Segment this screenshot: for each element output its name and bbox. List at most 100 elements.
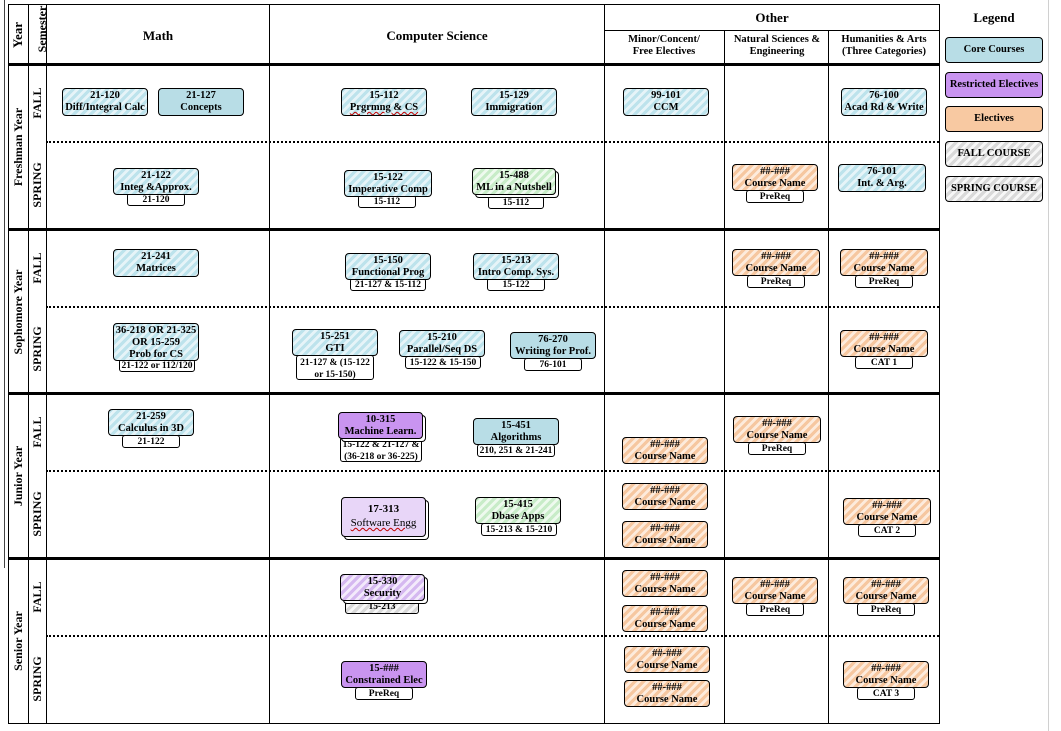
course-21-259[interactable]: 21-122 21-259 Calculus in 3D	[108, 409, 194, 449]
course-box: ##-### Course Name	[622, 521, 708, 548]
course-name: Functional Prog	[351, 267, 425, 278]
cs-header: Computer Science	[386, 28, 488, 43]
course-10-315[interactable]: 15-122 & 21-127 & (36-218 or 36-225) 10-…	[338, 412, 426, 464]
course-21-127[interactable]: 21-127 Concepts	[158, 88, 244, 116]
course-junior-spring-minor-1[interactable]: ##-### Course Name	[622, 483, 708, 510]
left-margin-marker	[0, 0, 5, 568]
course-code: 15-415	[503, 499, 533, 510]
course-99-101[interactable]: 99-101 CCM	[623, 88, 709, 116]
course-76-100[interactable]: 76-100 Acad Rd & Write	[841, 88, 927, 116]
prereq-label: PreReq	[746, 603, 804, 616]
course-15-122[interactable]: 15-112 15-122 Imperative Comp	[344, 170, 432, 210]
col-line-math	[269, 4, 270, 724]
course-17-313[interactable]: 17-313 Software Engg	[341, 497, 429, 539]
course-21-120[interactable]: 21-120 Diff/Integral Calc	[62, 88, 148, 116]
course-code: ##-###	[650, 572, 680, 583]
course-name: CCM	[653, 102, 679, 113]
course-15-415[interactable]: 15-213 & 15-210 15-415 Dbase Apps	[475, 497, 561, 537]
course-junior-fall-minor[interactable]: ##-### Course Name	[622, 437, 708, 464]
senior-fall-label: FALL	[30, 581, 44, 613]
course-76-101[interactable]: 76-101 Int. & Arg.	[838, 164, 926, 192]
other-header: Other	[755, 10, 789, 25]
course-box: 76-270 Writing for Prof.	[510, 332, 596, 359]
course-senior-spring-minor-1[interactable]: ##-### Course Name	[624, 646, 710, 673]
course-name: Course Name	[855, 591, 917, 602]
course-sophomore-fall-hum[interactable]: PreReq ##-### Course Name	[840, 249, 928, 289]
prereq-label: PreReq	[355, 687, 413, 700]
course-code: ##-###	[869, 251, 899, 262]
course-15-451[interactable]: 210, 251 & 21-241 15-451 Algorithms	[473, 418, 559, 458]
course-senior-fall-hum[interactable]: PreReq ##-### Course Name	[843, 577, 929, 617]
course-senior-spring-hum[interactable]: CAT 3 ##-### Course Name	[843, 661, 929, 701]
course-name: Course Name	[634, 584, 696, 595]
course-15-xxx[interactable]: PreReq 15-### Constrained Elec	[341, 661, 427, 701]
course-senior-fall-minor-2[interactable]: ##-### Course Name	[622, 605, 708, 632]
junior-fall-label: FALL	[30, 416, 44, 448]
col-line-year	[28, 4, 29, 724]
prereq-label: CAT 2	[858, 524, 916, 537]
course-freshman-spring-natsci[interactable]: PreReq ##-### Course Name	[732, 164, 818, 204]
course-code: ##-###	[650, 439, 680, 450]
course-76-270[interactable]: 76-101 76-270 Writing for Prof.	[510, 332, 596, 372]
course-box: 21-120 Diff/Integral Calc	[62, 88, 148, 116]
course-box: ##-### Course Name	[732, 249, 820, 276]
course-name: Security	[363, 588, 402, 599]
year-divider-2	[8, 392, 940, 395]
course-code: 17-313	[367, 503, 400, 515]
course-code-alt: OR 15-259	[131, 337, 181, 348]
course-15-213[interactable]: 15-122 15-213 Intro Comp. Sys.	[473, 253, 559, 293]
prereq-line-1: 21-127 & (15-122	[300, 358, 370, 368]
junior-year-label: Junior Year	[11, 445, 25, 507]
course-sophomore-fall-natsci[interactable]: PreReq ##-### Course Name	[732, 249, 820, 289]
course-15-210[interactable]: 15-122 & 15-150 15-210 Parallel/Seq DS	[399, 330, 485, 370]
course-15-112[interactable]: 15-112 Prgrmng & CS	[341, 88, 427, 116]
course-code: ##-###	[871, 579, 901, 590]
course-box: ##-### Course Name	[732, 577, 818, 604]
course-15-150[interactable]: 21-127 & 15-112 15-150 Functional Prog	[345, 253, 431, 293]
course-code: 76-100	[869, 90, 899, 101]
course-name: Intro Comp. Sys.	[477, 267, 555, 278]
course-junior-spring-minor-2[interactable]: ##-### Course Name	[622, 521, 708, 548]
course-code: 36-218 OR 21-325	[115, 325, 197, 336]
course-box: 17-313 Software Engg	[341, 497, 426, 537]
course-box: 21-122 Integ &Approx.	[113, 168, 199, 195]
course-box: 76-100 Acad Rd & Write	[841, 88, 927, 116]
prereq-label: 15-213	[345, 600, 419, 614]
course-code: 21-241	[141, 251, 171, 262]
course-box: 15-488 ML in a Nutshell	[472, 168, 556, 195]
course-box: ##-### Course Name	[843, 661, 929, 688]
course-senior-fall-natsci[interactable]: PreReq ##-### Course Name	[732, 577, 818, 617]
course-code: 21-127	[186, 90, 216, 101]
course-21-122[interactable]: 21-120 21-122 Integ &Approx.	[113, 168, 199, 208]
course-code: 15-210	[427, 332, 457, 343]
prereq-label: PreReq	[748, 442, 806, 455]
course-junior-fall-natsci[interactable]: PreReq ##-### Course Name	[733, 416, 821, 456]
freshman-year-label: Freshman Year	[11, 107, 25, 187]
prereq-line-2: or 15-150)	[314, 370, 356, 380]
course-box: ##-### Course Name	[624, 646, 710, 673]
legend-electives: Electives	[945, 106, 1043, 132]
course-junior-spring-hum[interactable]: CAT 2 ##-### Course Name	[843, 498, 931, 538]
course-name: Course Name	[634, 451, 696, 462]
course-name: ML in a Nutshell	[476, 182, 552, 193]
prereq-label: CAT 3	[857, 687, 915, 700]
course-code: ##-###	[650, 485, 680, 496]
course-15-488[interactable]: 15-112 15-488 ML in a Nutshell	[472, 168, 560, 210]
course-36-218[interactable]: 21-122 or 112/120 36-218 OR 21-325 OR 15…	[113, 323, 199, 379]
course-box: ##-### Course Name	[622, 570, 708, 597]
course-21-241[interactable]: 21-241 Matrices	[113, 249, 199, 277]
course-15-129[interactable]: 15-129 Immigration	[471, 88, 557, 116]
course-senior-spring-minor-2[interactable]: ##-### Course Name	[624, 680, 710, 707]
course-code: 21-120	[90, 90, 120, 101]
course-code: ##-###	[761, 251, 791, 262]
course-15-330[interactable]: 15-213 15-330 Security	[340, 574, 428, 616]
course-sophomore-spring-hum[interactable]: CAT 1 ##-### Course Name	[840, 330, 928, 370]
course-code: 10-315	[365, 414, 396, 425]
course-box: 15-### Constrained Elec	[341, 661, 427, 688]
course-name: Matrices	[136, 263, 176, 274]
course-senior-fall-minor-1[interactable]: ##-### Course Name	[622, 570, 708, 597]
course-15-251[interactable]: 21-127 & (15-122 or 15-150) 15-251 GTI	[292, 329, 378, 381]
course-code: ##-###	[872, 500, 902, 511]
year-divider-3	[8, 557, 940, 560]
course-box: 21-127 Concepts	[158, 88, 244, 116]
